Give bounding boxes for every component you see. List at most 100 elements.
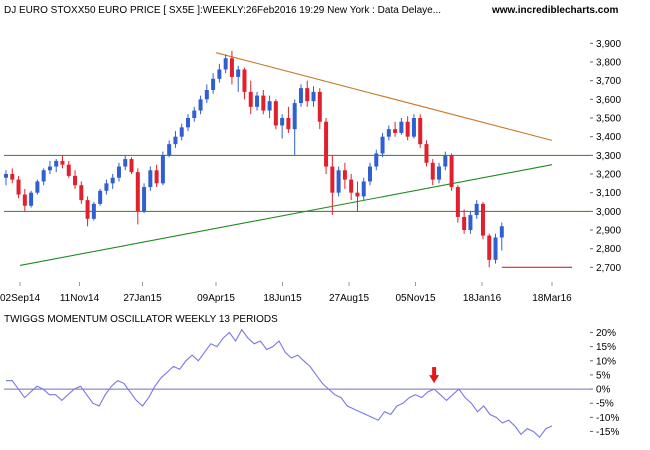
candle [91, 202, 96, 221]
candle [198, 95, 203, 115]
candle [154, 164, 159, 188]
candle [361, 177, 366, 201]
candle-body [91, 203, 96, 219]
candle-body [35, 181, 40, 193]
candle [167, 140, 172, 158]
candle-body [167, 144, 172, 156]
down-arrow-head [429, 375, 440, 384]
candle [116, 162, 121, 182]
candle-body [468, 215, 473, 230]
candle [242, 67, 247, 100]
candle-body [98, 190, 103, 204]
candle-body [16, 179, 21, 195]
candle-body [154, 170, 159, 184]
candle [298, 84, 303, 107]
oscillator-y-tick-label: -15% [596, 427, 619, 438]
candle-body [85, 200, 90, 219]
candle-body [361, 181, 366, 197]
support-trendline [19, 164, 553, 267]
candle [455, 185, 460, 223]
candle-body [324, 121, 329, 167]
candle-body [399, 121, 404, 133]
oscillator-line [6, 328, 553, 439]
oscillator-y-tick-label: -5% [596, 399, 614, 410]
candle [443, 151, 448, 171]
price-candles [4, 50, 504, 268]
price-y-tick-label: 2,700 [596, 263, 621, 274]
candle [393, 121, 398, 137]
candle [142, 183, 147, 214]
candle [480, 202, 485, 240]
candle [267, 95, 272, 118]
candle [386, 125, 391, 141]
candle-body [173, 136, 178, 145]
candle-body [424, 144, 429, 163]
candle [411, 114, 416, 139]
candle-body [204, 90, 209, 100]
candle [311, 86, 316, 107]
candle [129, 157, 134, 174]
candle [229, 50, 234, 85]
candle [255, 91, 260, 111]
candle-body [317, 91, 322, 122]
candle [73, 170, 78, 189]
candle [60, 155, 65, 169]
price-y-tick-label: 3,900 [596, 39, 621, 50]
price-x-tick-label: 02Sep14 [0, 293, 40, 304]
candle-body [198, 99, 203, 111]
candle-body [298, 88, 303, 104]
oscillator-arrow-marker [429, 367, 440, 384]
candle-body [160, 155, 165, 184]
candle-body [374, 153, 379, 167]
candle-body [286, 118, 291, 130]
oscillator-y-tick-label: 5% [596, 370, 611, 381]
oscillator-y-tick-label: 10% [596, 356, 616, 367]
oscillator-y-tick-label: 0% [596, 385, 611, 396]
candle [98, 188, 103, 206]
candle-body [110, 177, 115, 184]
candle [248, 80, 253, 115]
price-panel: 3,900 3,800 3,700 3,600 3,500 3,400 3,300 3,200… [0, 34, 621, 304]
site-branding: www.incrediblecharts.com [491, 5, 618, 16]
candle-body [217, 69, 222, 79]
price-y-tick-label: 3,800 [596, 58, 621, 69]
candle [342, 162, 347, 189]
candle-body [229, 58, 234, 77]
candle-body [211, 78, 216, 90]
price-y-tick-label: 3,500 [596, 114, 621, 125]
candle-body [116, 166, 121, 178]
candle [399, 118, 404, 135]
candle [148, 166, 153, 191]
candle [405, 116, 410, 141]
candle [449, 153, 454, 191]
candle-body [248, 91, 253, 107]
oscillator-series [6, 328, 553, 439]
candle-body [411, 118, 416, 137]
candle [317, 88, 322, 130]
candle [261, 90, 266, 115]
candle [324, 118, 329, 174]
chart-header-title: DJ EURO STOXX50 EURO PRICE [ SX5E ]:WEEK… [4, 5, 441, 16]
candle [186, 114, 190, 132]
price-y-tick-label: 3,400 [596, 132, 621, 143]
oscillator-panel: TWIGGS MOMENTUM OSCILLATOR WEEKLY 13 PER… [4, 314, 619, 439]
price-x-tick-label: 27Aug15 [329, 293, 369, 304]
down-arrow-icon [429, 367, 440, 384]
candle [336, 166, 341, 197]
down-arrow-shaft [432, 367, 437, 377]
price-y-tick-label: 3,000 [596, 207, 621, 218]
candle [54, 159, 59, 173]
candle [280, 114, 285, 139]
price-x-tick-label: 11Nov14 [60, 293, 100, 304]
candle-body [393, 129, 398, 133]
candle [10, 168, 15, 184]
candle [305, 80, 310, 107]
candle-body [242, 69, 247, 92]
price-trendlines [19, 52, 553, 267]
candle-body [192, 110, 197, 118]
candle [204, 84, 209, 104]
price-y-tick-label: 3,600 [596, 95, 621, 106]
candle-body [41, 170, 46, 182]
candle [211, 73, 216, 94]
candle-body [336, 170, 341, 193]
